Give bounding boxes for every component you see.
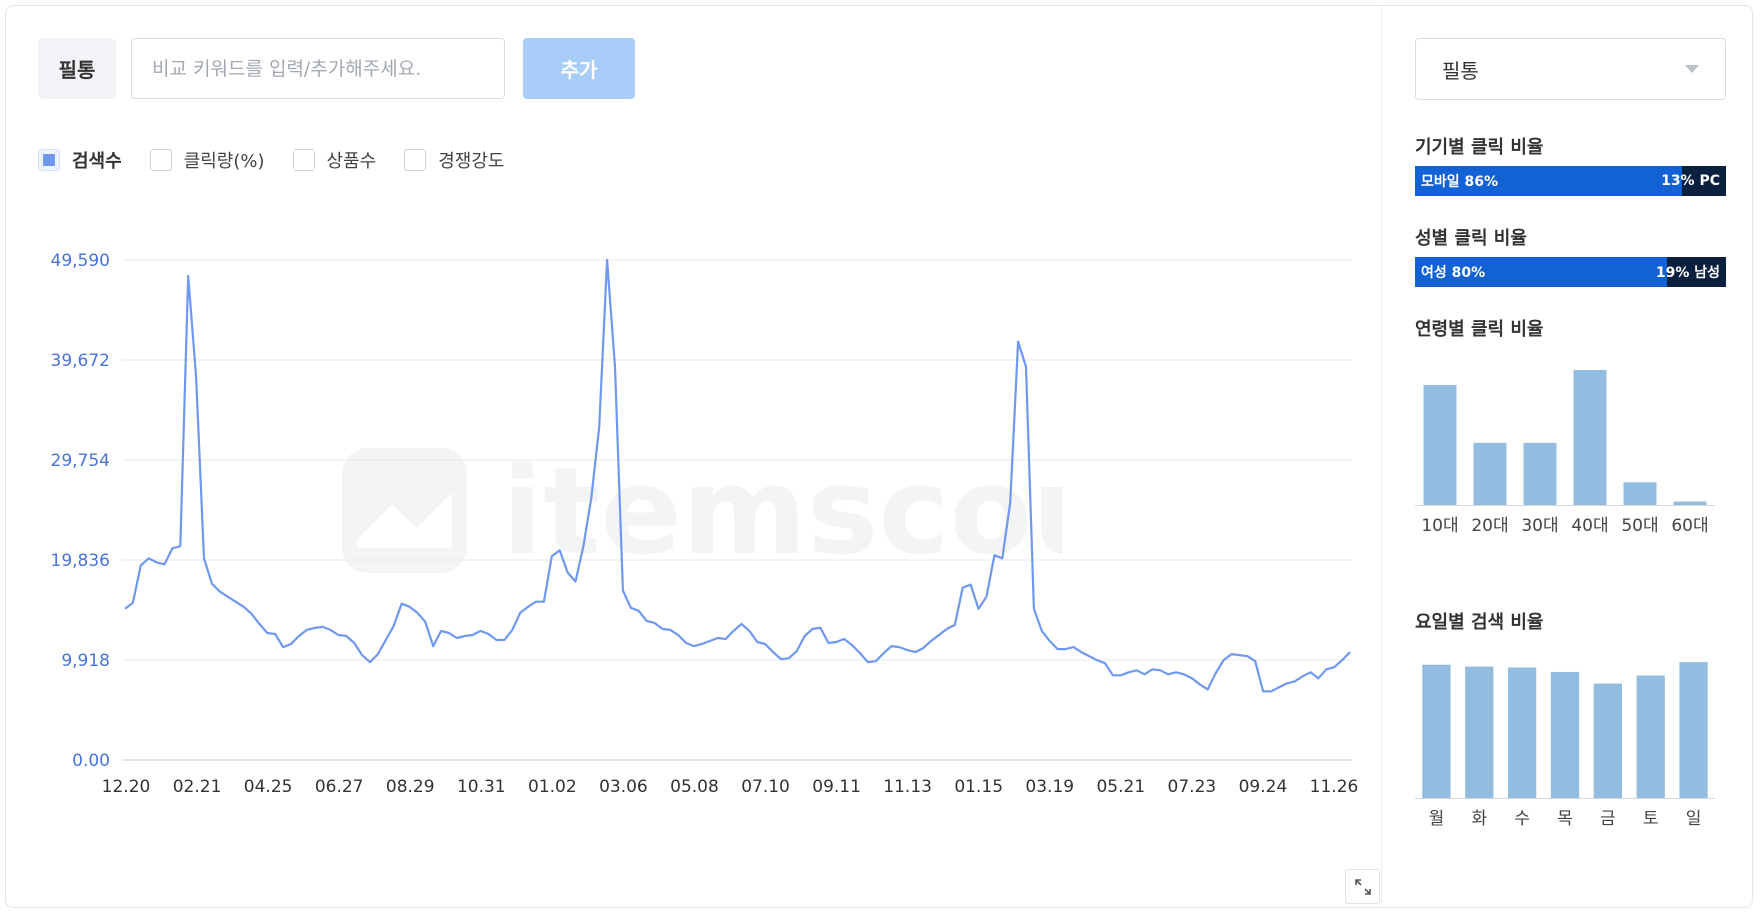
x-tick-label: 01.15 — [954, 777, 1003, 797]
bar — [1473, 442, 1507, 505]
x-tick-label: 03.19 — [1025, 777, 1074, 797]
search-volume-line-chart: 0.00 9,918 19,836 29,754 39,672 49,590 12.20 0… — [51, 251, 1359, 797]
bar — [1593, 683, 1622, 798]
y-tick-label: 49,590 — [51, 251, 110, 271]
legend-search-count[interactable]: 검색수 — [38, 147, 122, 173]
category-label: 화 — [1471, 809, 1487, 829]
category-label: 20대 — [1471, 516, 1508, 536]
age-ratio-title: 연령별 클릭 비율 — [1415, 319, 1544, 340]
y-tick-label: 19,836 — [51, 551, 110, 571]
panel-divider — [1381, 6, 1382, 906]
x-tick-label: 07.23 — [1168, 777, 1217, 797]
gender-male-label: 19% 남성 — [1655, 265, 1720, 281]
keyword-chip[interactable]: 필통 — [38, 38, 116, 99]
device-ratio-title: 기기별 클릭 비율 — [1415, 137, 1544, 158]
device-mobile-segment: 모바일 86% — [1415, 166, 1683, 196]
category-label: 50대 — [1621, 516, 1658, 536]
expand-chart-button[interactable] — [1345, 869, 1380, 904]
legend-product-count-checkbox[interactable] — [292, 149, 315, 171]
bar — [1550, 671, 1580, 798]
device-mobile-label: 모바일 86% — [1421, 174, 1499, 190]
x-tick-label: 02.21 — [173, 777, 222, 797]
category-label: 금 — [1600, 809, 1616, 829]
x-tick-label: 04.25 — [244, 777, 293, 797]
x-tick-label: 01.02 — [528, 777, 577, 797]
category-label: 토 — [1643, 809, 1659, 829]
x-tick-label: 11.13 — [883, 777, 932, 797]
bar — [1623, 482, 1657, 505]
legend-competition-checkbox[interactable] — [404, 149, 427, 171]
chevron-down-icon — [1685, 65, 1699, 73]
legend-competition-label: 경쟁강도 — [438, 151, 505, 172]
category-label: 10대 — [1421, 516, 1458, 536]
x-tick-label: 05.08 — [670, 777, 719, 797]
device-ratio-bar: 모바일 86% 13% PC — [1415, 166, 1726, 196]
legend-product-count[interactable]: 상품수 — [292, 147, 377, 173]
legend-search-count-label: 검색수 — [72, 151, 122, 172]
bar — [1679, 662, 1708, 798]
gender-female-label: 여성 80% — [1421, 265, 1486, 281]
expand-icon — [1354, 878, 1371, 895]
y-tick-label: 0.00 — [72, 751, 110, 771]
category-label: 월 — [1429, 809, 1445, 829]
device-pc-label: 13% PC — [1661, 173, 1720, 189]
device-pc-segment — [1682, 166, 1726, 196]
bar — [1422, 664, 1451, 798]
x-tick-label: 08.29 — [386, 777, 435, 797]
y-tick-label: 9,918 — [61, 651, 110, 671]
y-tick-label: 39,672 — [51, 351, 110, 371]
legend-search-count-checkbox[interactable] — [38, 149, 60, 171]
category-label: 수 — [1514, 809, 1530, 829]
age-click-ratio-chart: 10대 20대 30대 40대 50대 60대 — [1415, 370, 1715, 536]
y-tick-label: 29,754 — [51, 451, 110, 471]
weekday-ratio-title: 요일별 검색 비율 — [1415, 612, 1544, 633]
legend-product-count-label: 상품수 — [326, 151, 377, 172]
x-tick-label: 10.31 — [457, 777, 506, 797]
chart-legend: 검색수 클릭량(%) 상품수 경쟁강도 — [38, 146, 532, 174]
search-count-series-line — [124, 258, 1351, 693]
bar — [1423, 385, 1457, 505]
gender-ratio-title: 성별 클릭 비율 — [1415, 228, 1527, 249]
bar — [1573, 370, 1607, 505]
x-tick-label: 07.10 — [741, 777, 790, 797]
compare-keyword-input[interactable] — [131, 38, 505, 99]
add-keyword-button[interactable]: 추가 — [523, 38, 635, 99]
keyword-select[interactable]: 필통 — [1415, 38, 1726, 100]
legend-click-rate-checkbox[interactable] — [149, 149, 172, 171]
bar — [1673, 501, 1707, 505]
gender-ratio-bar: 여성 80% 19% 남성 — [1415, 257, 1726, 287]
x-tick-label: 12.20 — [102, 777, 151, 797]
category-label: 30대 — [1521, 516, 1558, 536]
x-tick-label: 05.21 — [1096, 777, 1145, 797]
x-tick-label: 11.26 — [1310, 777, 1359, 797]
bar — [1508, 667, 1537, 798]
bar — [1523, 442, 1557, 505]
category-label: 목 — [1557, 809, 1573, 829]
bar — [1636, 675, 1665, 798]
watermark-logo-icon — [342, 448, 467, 573]
checkbox-check-mark — [43, 154, 55, 166]
x-tick-label: 09.11 — [812, 777, 861, 797]
x-tick-label: 09.24 — [1239, 777, 1288, 797]
legend-competition[interactable]: 경쟁강도 — [404, 147, 504, 173]
gender-male-segment — [1666, 257, 1726, 287]
bar — [1465, 666, 1494, 798]
x-tick-label: 06.27 — [315, 777, 364, 797]
legend-click-rate-label: 클릭량(%) — [183, 151, 265, 172]
keyword-select-value: 필통 — [1442, 58, 1479, 83]
x-tick-label: 03.06 — [599, 777, 648, 797]
category-label: 일 — [1686, 809, 1702, 829]
watermark-logo-mark — [357, 493, 452, 548]
category-label: 40대 — [1571, 516, 1608, 536]
gender-female-segment: 여성 80% — [1415, 257, 1667, 287]
legend-click-rate[interactable]: 클릭량(%) — [149, 147, 265, 173]
category-label: 60대 — [1671, 516, 1708, 536]
